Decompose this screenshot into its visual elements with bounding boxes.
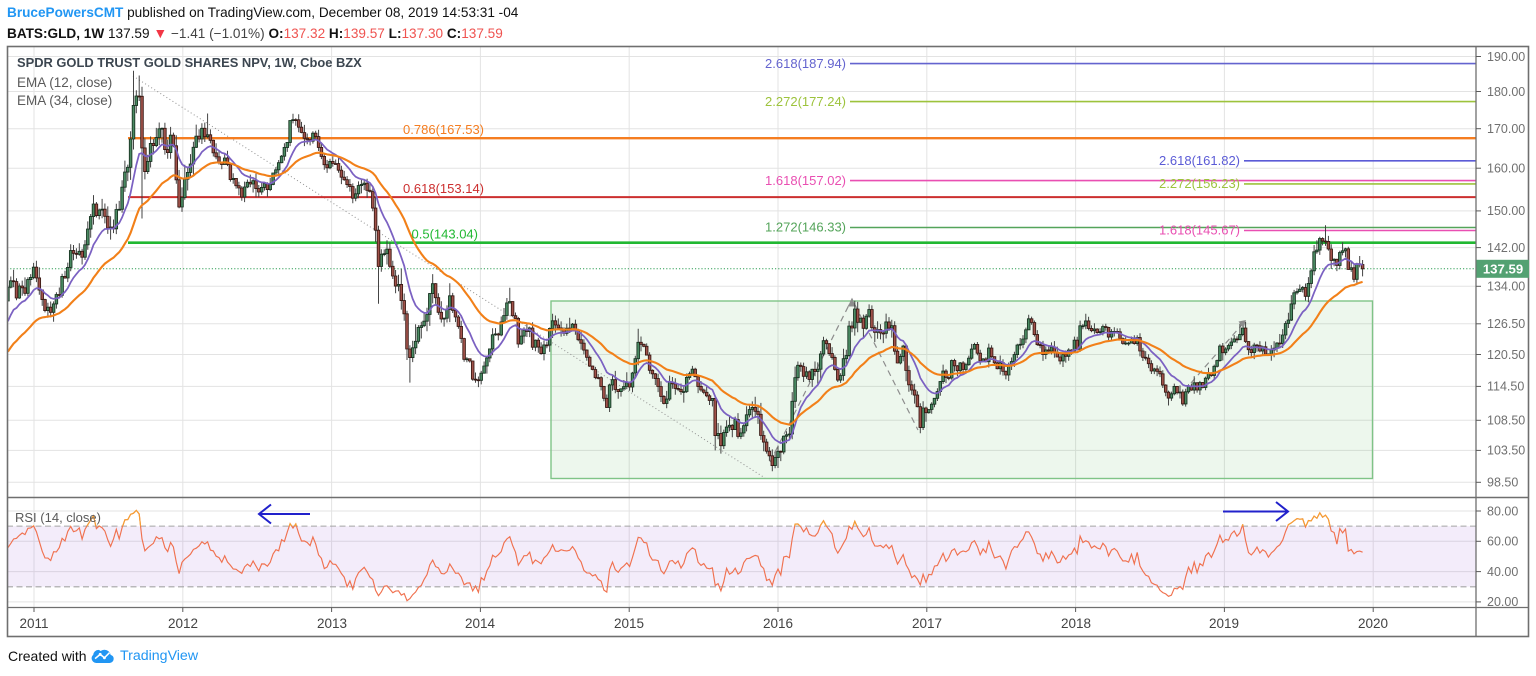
svg-text:RSI (14, close): RSI (14, close) xyxy=(15,510,101,525)
svg-text:1.618(145.67): 1.618(145.67) xyxy=(1159,223,1240,238)
svg-text:1.618(157.02): 1.618(157.02) xyxy=(765,173,846,188)
svg-text:0.786(167.53): 0.786(167.53) xyxy=(403,122,484,137)
svg-text:SPDR GOLD TRUST GOLD SHARES NP: SPDR GOLD TRUST GOLD SHARES NPV, 1W, Cbo… xyxy=(17,55,362,70)
svg-text:180.00: 180.00 xyxy=(1487,85,1525,99)
svg-text:170.00: 170.00 xyxy=(1487,122,1525,136)
svg-text:134.00: 134.00 xyxy=(1487,280,1525,294)
svg-text:2018: 2018 xyxy=(1061,616,1091,631)
svg-text:0.618(153.14): 0.618(153.14) xyxy=(403,181,484,196)
svg-text:2014: 2014 xyxy=(465,616,496,631)
svg-text:190.00: 190.00 xyxy=(1487,50,1525,64)
svg-text:126.50: 126.50 xyxy=(1487,317,1525,331)
svg-text:EMA (12, close): EMA (12, close) xyxy=(17,75,112,90)
svg-text:2015: 2015 xyxy=(614,616,644,631)
svg-text:60.00: 60.00 xyxy=(1487,535,1518,549)
svg-text:1.272(146.33): 1.272(146.33) xyxy=(765,220,846,235)
svg-text:20.00: 20.00 xyxy=(1487,595,1518,609)
svg-text:40.00: 40.00 xyxy=(1487,565,1518,579)
svg-text:2019: 2019 xyxy=(1209,616,1239,631)
svg-text:2.272(177.24): 2.272(177.24) xyxy=(765,94,846,109)
svg-text:150.00: 150.00 xyxy=(1487,204,1525,218)
svg-text:137.59: 137.59 xyxy=(1483,262,1523,277)
svg-text:2020: 2020 xyxy=(1358,616,1388,631)
svg-text:160.00: 160.00 xyxy=(1487,162,1525,176)
svg-text:114.50: 114.50 xyxy=(1487,380,1524,394)
svg-text:2012: 2012 xyxy=(168,616,198,631)
svg-text:2011: 2011 xyxy=(19,616,48,631)
svg-text:2017: 2017 xyxy=(912,616,942,631)
svg-text:2.618(161.82): 2.618(161.82) xyxy=(1159,153,1240,168)
svg-text:2.272(156.23): 2.272(156.23) xyxy=(1159,176,1240,191)
svg-text:2013: 2013 xyxy=(317,616,347,631)
svg-text:80.00: 80.00 xyxy=(1487,504,1518,518)
svg-text:EMA (34, close): EMA (34, close) xyxy=(17,93,112,108)
svg-text:0.5(143.04): 0.5(143.04) xyxy=(412,227,479,242)
svg-text:108.50: 108.50 xyxy=(1487,414,1525,428)
svg-text:2016: 2016 xyxy=(763,616,793,631)
svg-text:98.50: 98.50 xyxy=(1487,476,1518,490)
svg-text:103.50: 103.50 xyxy=(1487,444,1525,458)
svg-text:142.00: 142.00 xyxy=(1487,241,1525,255)
svg-text:120.50: 120.50 xyxy=(1487,348,1525,362)
svg-text:2.618(187.94): 2.618(187.94) xyxy=(765,56,846,71)
